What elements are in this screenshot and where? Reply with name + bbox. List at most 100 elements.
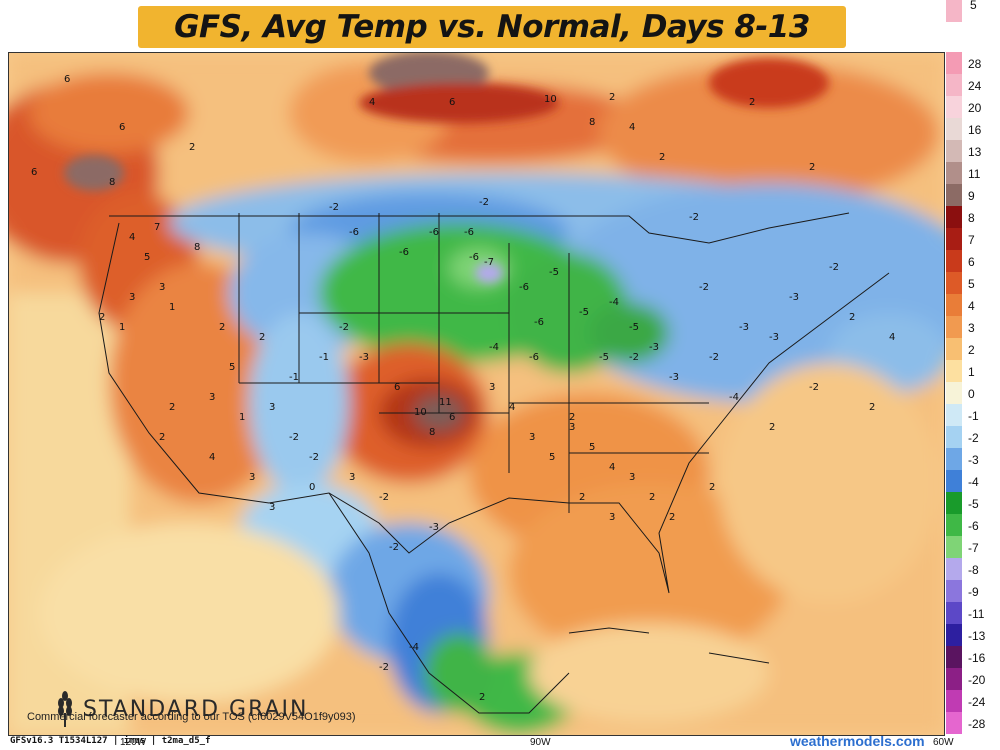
title-banner: GFS, Avg Temp vs. Normal, Days 8-13 [138, 6, 846, 48]
map-value-label: 5 [549, 452, 556, 463]
map-value-label: 4 [129, 232, 136, 243]
us-canada-border [109, 212, 850, 244]
map-value-label: 10 [544, 94, 557, 105]
map-value-label: 6 [119, 122, 126, 133]
legend-swatch [946, 470, 962, 492]
map-value-label: 3 [269, 402, 276, 413]
map-value-label: -2 [479, 197, 489, 208]
mexico-coast [328, 492, 570, 714]
legend-row: 16 [946, 118, 1000, 140]
legend-value: 13 [968, 145, 982, 159]
map-value-label: 3 [529, 432, 536, 443]
legend-swatch [946, 118, 962, 140]
legend-value: -24 [968, 695, 986, 709]
map-value-label: 2 [579, 492, 586, 503]
map-value-label: 4 [629, 122, 636, 133]
map-value-label: -5 [599, 352, 609, 363]
legend-swatch [946, 382, 962, 404]
map-value-label: -2 [699, 282, 709, 293]
map-value-label: 4 [369, 97, 376, 108]
map-value-label: 3 [609, 512, 616, 523]
legend-value: -8 [968, 563, 979, 577]
map-value-label: 8 [589, 117, 596, 128]
legend-row: -16 [946, 646, 1000, 668]
standard-grain-logo: STANDARD GRAIN [55, 691, 308, 727]
legend-row: 4 [946, 294, 1000, 316]
legend-swatch [946, 250, 962, 272]
anomaly-highlights [64, 53, 829, 283]
legend-swatch [946, 316, 962, 338]
legend-value: 20 [968, 101, 982, 115]
map-value-label: -6 [349, 227, 359, 238]
map-value-label: -2 [289, 432, 299, 443]
logo-text: STANDARD GRAIN [83, 696, 309, 722]
map-value-label: 5 [589, 442, 596, 453]
map-value-label: -6 [464, 227, 474, 238]
legend-swatch [946, 184, 962, 206]
legend-swatch [946, 338, 962, 360]
legend-row: 8 [946, 206, 1000, 228]
map-value-label: 1 [239, 412, 246, 423]
legend-row: -1 [946, 404, 1000, 426]
map-value-label: -2 [709, 352, 719, 363]
map-value-label: 7 [154, 222, 161, 233]
map-value-label: 10 [414, 407, 427, 418]
site-link[interactable]: weathermodels.com [790, 733, 925, 749]
legend-swatch [946, 514, 962, 536]
legend-value: 9 [968, 189, 975, 203]
legend-swatch [946, 272, 962, 294]
color-legend: 28 24 20 16 13 11 9 8 7 6 5 4 3 2 1 0 -1 -2 -3 -4 -5 -6 -7 -8 -9… [946, 52, 1000, 734]
map-value-label: -6 [519, 282, 529, 293]
tick-120w: 120W [120, 737, 147, 748]
legend-swatch [946, 74, 962, 96]
legend-value: 16 [968, 123, 982, 137]
legend-swatch [946, 360, 962, 382]
map-value-label: -7 [484, 257, 494, 268]
legend-swatch [946, 668, 962, 690]
legend-value: 24 [968, 79, 982, 93]
legend-row: 9 [946, 184, 1000, 206]
legend-row: 1 [946, 360, 1000, 382]
map-value-label: -2 [689, 212, 699, 223]
map-value-label: 2 [669, 512, 676, 523]
legend-swatch [946, 712, 962, 734]
map-value-label: -4 [609, 297, 619, 308]
legend-row: -3 [946, 448, 1000, 470]
legend-swatch [946, 492, 962, 514]
map-value-label: 3 [159, 282, 166, 293]
legend-swatch [946, 536, 962, 558]
legend-swatch [946, 96, 962, 118]
model-info: GFSv16.3 T1534L127 | imus | t2ma_d5_f [10, 736, 211, 746]
legend-row: -4 [946, 470, 1000, 492]
map-value-label: -3 [359, 352, 369, 363]
map-value-label: 2 [649, 492, 656, 503]
legend-row: 2 [946, 338, 1000, 360]
map-value-label: -5 [629, 322, 639, 333]
legend-row: -20 [946, 668, 1000, 690]
legend-swatch [946, 404, 962, 426]
map-value-label: 2 [869, 402, 876, 413]
map-value-label: 4 [889, 332, 896, 343]
map-value-label: 6 [31, 167, 38, 178]
legend-value: 11 [968, 167, 981, 181]
legend-row: -7 [946, 536, 1000, 558]
map-value-label: -2 [379, 662, 389, 673]
legend-row: 0 [946, 382, 1000, 404]
map-value-label: 3 [349, 472, 356, 483]
legend-swatch [946, 52, 962, 74]
map-value-label: -2 [629, 352, 639, 363]
map-value-label: 1 [169, 302, 176, 313]
map-value-label: -3 [789, 292, 799, 303]
map-value-label: -3 [739, 322, 749, 333]
borders [98, 212, 890, 714]
state-lines [238, 213, 709, 513]
legend-row: -9 [946, 580, 1000, 602]
us-coast [98, 222, 890, 594]
map-value-label: 2 [769, 422, 776, 433]
map-value-label: -1 [319, 352, 329, 363]
map-value-label: 4 [209, 452, 216, 463]
legend-value: 1 [968, 365, 975, 379]
map-value-label: -2 [829, 262, 839, 273]
map-value-label: 6 [64, 74, 71, 85]
legend-row: -8 [946, 558, 1000, 580]
